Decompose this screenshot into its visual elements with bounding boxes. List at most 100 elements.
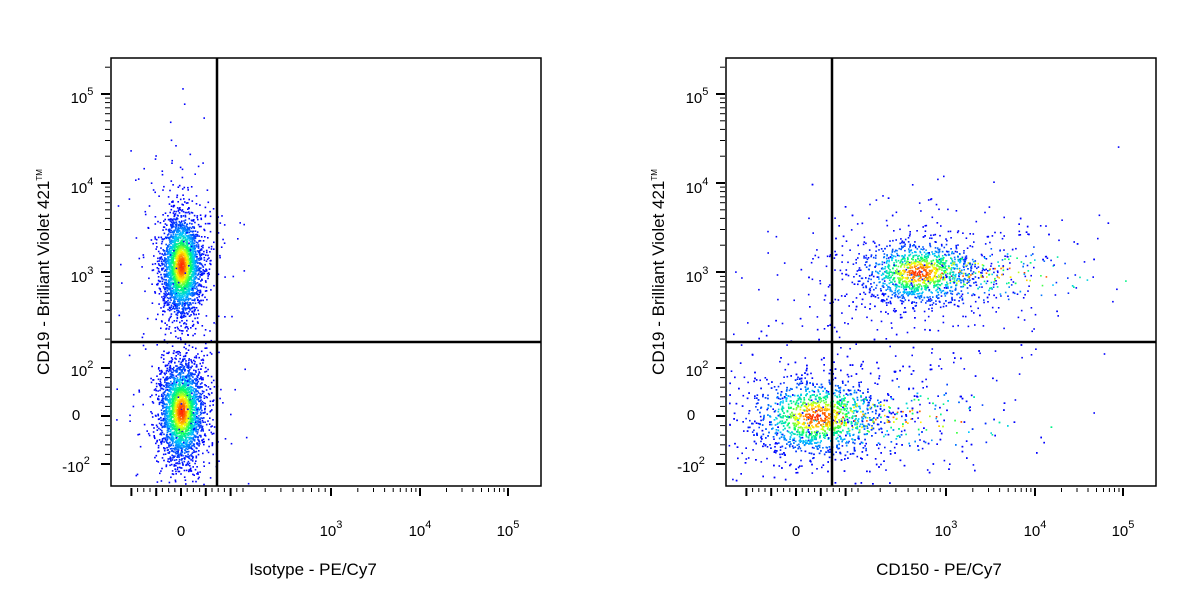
event-dot (175, 238, 177, 241)
event-dot (184, 315, 187, 318)
event-dot (154, 158, 157, 160)
event-dot (166, 273, 168, 275)
event-dot (169, 425, 171, 427)
event-dot (167, 244, 169, 247)
event-dot (176, 409, 178, 412)
event-dot (182, 232, 184, 235)
event-dot (169, 398, 171, 401)
event-dot (177, 186, 180, 188)
event-dot (187, 280, 189, 283)
event-dot (187, 271, 190, 273)
event-dot (179, 260, 181, 262)
event-dot (171, 421, 173, 424)
event-dot (164, 381, 166, 384)
event-dot (199, 285, 202, 287)
event-dot (161, 387, 164, 390)
event-dot (161, 439, 164, 441)
event-dot (193, 238, 196, 240)
event-dot (207, 420, 209, 422)
event-dot (200, 299, 202, 302)
event-dot (178, 220, 181, 223)
event-dot (194, 402, 197, 404)
event-dot (197, 453, 200, 456)
event-dot (186, 408, 188, 410)
event-dot (168, 437, 170, 439)
event-dot (173, 302, 176, 305)
event-dot (178, 455, 180, 458)
event-dot (170, 306, 172, 308)
event-dot (162, 393, 165, 395)
event-dot (167, 275, 169, 278)
event-dot (196, 235, 199, 237)
event-dot (181, 224, 183, 226)
event-dot (170, 289, 172, 291)
event-dot (182, 296, 185, 298)
event-dot (188, 268, 191, 270)
event-dot (183, 257, 185, 259)
event-dot (190, 415, 193, 417)
event-dot (169, 377, 171, 379)
event-dot (203, 390, 205, 393)
event-dot (180, 405, 182, 408)
event-dot (182, 266, 184, 268)
event-dot (165, 433, 168, 436)
event-dot (200, 303, 203, 306)
event-dot (184, 369, 186, 371)
event-dot (165, 275, 168, 277)
event-dot (176, 303, 179, 306)
event-dot (196, 436, 198, 438)
event-dot (164, 258, 167, 260)
event-dot (159, 385, 162, 388)
event-dot (195, 455, 198, 458)
event-dot (172, 435, 174, 438)
event-dot (169, 277, 171, 280)
event-dot (181, 246, 184, 248)
event-dot (184, 424, 186, 427)
event-dot (184, 233, 187, 235)
event-dot (203, 461, 205, 463)
event-dot (178, 360, 180, 363)
event-dot (178, 236, 180, 238)
event-dot (163, 270, 166, 272)
event-dot (184, 291, 186, 293)
event-dot (169, 228, 171, 231)
event-dot (176, 284, 179, 286)
event-dot (175, 389, 177, 392)
event-dot (195, 480, 197, 483)
event-dot (192, 456, 194, 458)
event-dot (138, 391, 141, 393)
event-dot (184, 251, 186, 254)
event-dot (180, 415, 183, 417)
event-dot (183, 440, 185, 442)
event-dot (160, 433, 163, 436)
event-dot (186, 421, 188, 423)
event-dot (187, 282, 189, 285)
event-dot (157, 450, 159, 453)
event-dot (159, 252, 161, 255)
event-dot (176, 296, 179, 298)
event-dot (204, 296, 206, 299)
event-dot (175, 365, 177, 367)
event-dot (132, 393, 135, 396)
event-dot (175, 252, 178, 255)
event-dot (168, 288, 170, 291)
event-dot (165, 417, 167, 420)
event-dot (174, 362, 176, 364)
plot-panel-isotype: 0 103 104 105 105 104 103 102 0 -102 Iso… (34, 57, 542, 579)
event-dot (179, 221, 181, 224)
event-dot (191, 238, 193, 240)
event-dot (182, 291, 185, 294)
event-dot (163, 287, 165, 289)
event-dot (177, 410, 179, 412)
event-dot (188, 292, 191, 295)
event-dot (207, 272, 210, 274)
event-dot (162, 395, 164, 398)
event-dot (176, 275, 179, 277)
event-dot (162, 400, 165, 403)
event-dot (195, 417, 197, 420)
event-dot (163, 300, 166, 302)
event-dot (182, 299, 185, 301)
event-dot (175, 394, 178, 397)
event-dot (167, 266, 169, 268)
event-dot (195, 357, 198, 359)
